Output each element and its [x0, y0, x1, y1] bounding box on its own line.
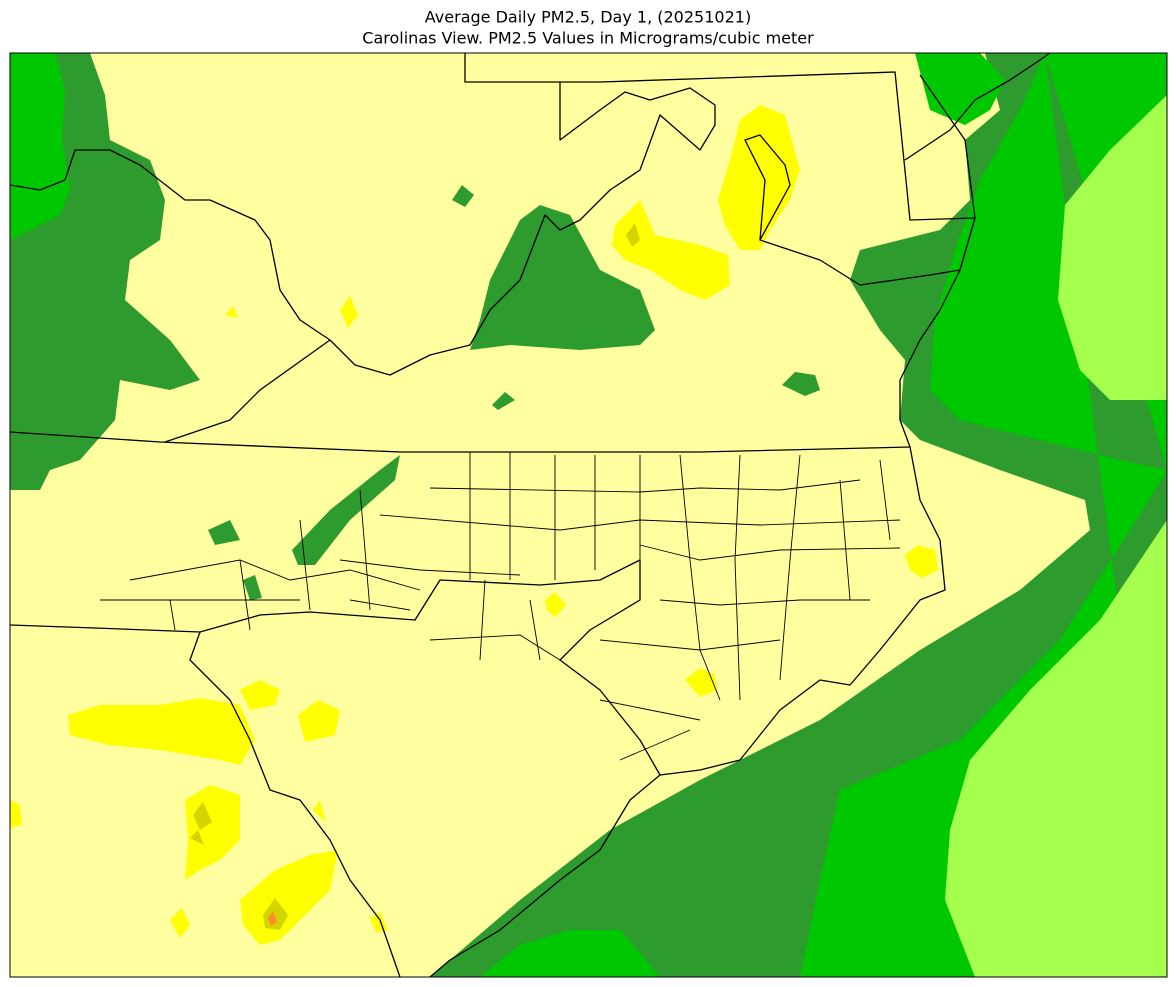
contour-dark-green: [492, 392, 515, 410]
contour-light-green: [1058, 95, 1167, 400]
contour-bright-green: [10, 53, 70, 240]
map-frame: [9, 52, 1168, 978]
contour-dark-green: [782, 372, 820, 396]
contour-dark-green: [470, 205, 655, 350]
contour-light-green: [945, 520, 1167, 977]
map-area: [10, 53, 1167, 977]
state-borders: [10, 53, 1051, 977]
contour-dark-green: [208, 520, 262, 600]
contour-dark-green: [452, 185, 474, 207]
map-title: Average Daily PM2.5, Day 1, (20251021): [425, 8, 751, 27]
contour-dark-green: [292, 455, 400, 565]
contour-orange: [268, 911, 277, 926]
contour-bright-green: [915, 53, 1005, 125]
map-subtitle: Carolinas View. PM2.5 Values in Microgra…: [362, 29, 814, 48]
contour-olive: [190, 223, 640, 930]
county-borders: [100, 452, 901, 761]
